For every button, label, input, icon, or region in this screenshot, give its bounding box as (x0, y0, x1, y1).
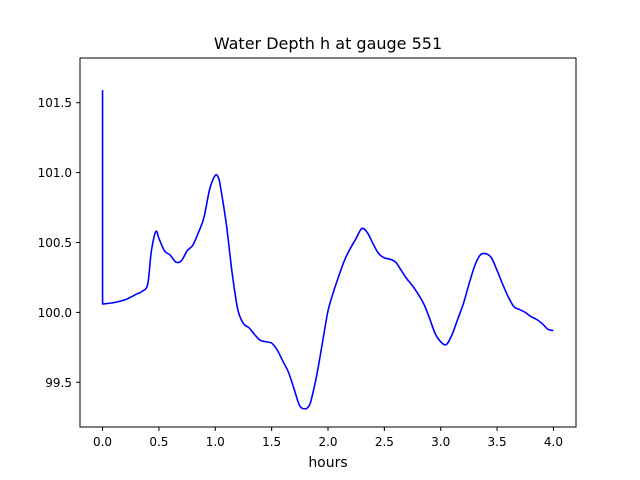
x-tick-label: 0.0 (93, 435, 112, 449)
chart-title: Water Depth h at gauge 551 (214, 34, 442, 53)
x-tick-label: 1.5 (262, 435, 281, 449)
x-tick-label: 1.0 (206, 435, 225, 449)
y-tick-label: 101.0 (38, 166, 72, 180)
x-axis-label: hours (308, 455, 347, 471)
x-tick-label: 2.5 (375, 435, 394, 449)
y-tick-label: 100.5 (38, 236, 72, 250)
plot-area (101, 90, 554, 410)
y-tick-label: 100.0 (38, 306, 72, 320)
x-tick-label: 3.5 (488, 435, 507, 449)
y-tick-label: 99.5 (45, 376, 72, 390)
series-line (101, 90, 554, 410)
x-tick-label: 4.0 (544, 435, 563, 449)
y-tick-label: 101.5 (38, 96, 72, 110)
x-tick-label: 2.0 (318, 435, 337, 449)
axis-ticks: 0.0 0.5 1.0 1.5 2.0 2.5 3.0 3.5 4.0 99.5 100.0 100.… (38, 96, 563, 449)
axes-frame (79, 57, 577, 428)
x-tick-label: 0.5 (149, 435, 168, 449)
x-tick-label: 3.0 (431, 435, 450, 449)
